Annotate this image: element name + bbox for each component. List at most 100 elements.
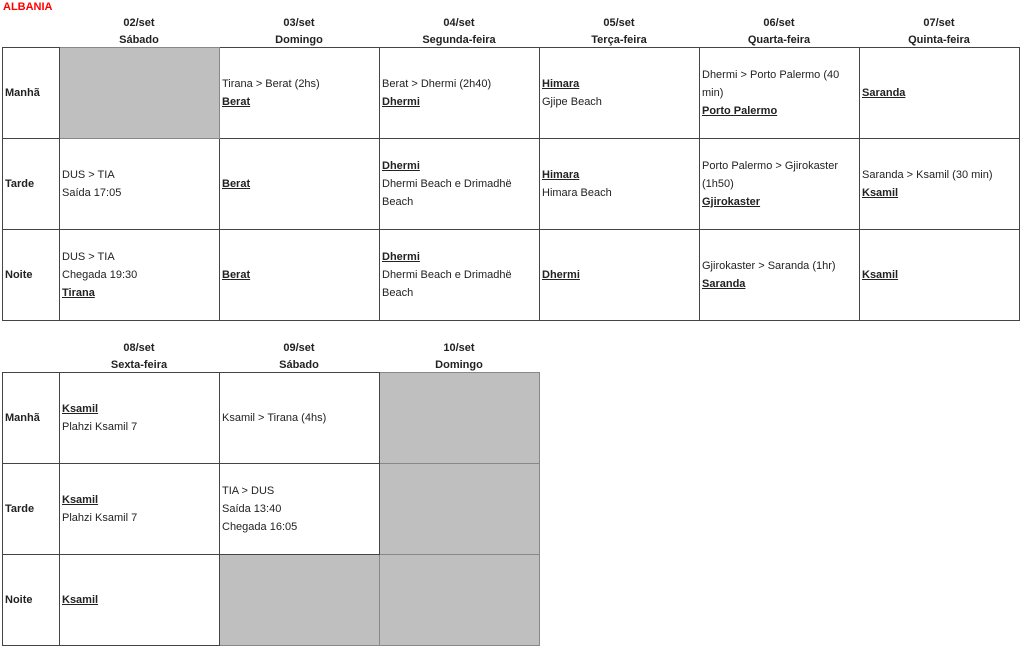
- schedule-cell[interactable]: DUS > TIA Saída 17:05: [59, 138, 220, 230]
- empty-cell[interactable]: [379, 372, 540, 464]
- empty-cell[interactable]: [219, 554, 380, 646]
- day-header-row: 02/set Sábado 03/set Domingo 04/set Segunda-f…: [2, 1, 1020, 47]
- day-header: 05/set Terça-feira: [539, 1, 699, 47]
- schedule-cell[interactable]: Himara Gjipe Beach: [539, 47, 700, 139]
- sheet-title: ALBANIA: [3, 1, 53, 13]
- schedule-cell[interactable]: Ksamil: [59, 554, 220, 646]
- schedule-cell[interactable]: Gjirokaster > Saranda (1hr) Saranda: [699, 229, 860, 321]
- location-label: Himara: [542, 169, 580, 181]
- empty-cell[interactable]: [59, 47, 220, 139]
- activity-text: Dhermi Beach e Drimadhë Beach: [382, 178, 512, 208]
- period-label: Noite: [2, 229, 60, 321]
- day-date: 03/set: [283, 17, 315, 29]
- location-label: Ksamil: [62, 494, 99, 506]
- schedule-cell[interactable]: Berat: [219, 138, 380, 230]
- activity-text: Tirana > Berat (2hs): [222, 78, 320, 90]
- day-header: 08/set Sexta-feira: [59, 326, 219, 372]
- period-row-tarde: Tarde DUS > TIA Saída 17:05 Berat Dhermi Dher…: [2, 138, 1020, 230]
- activity-text: DUS > TIA: [62, 169, 115, 181]
- day-date: 08/set: [123, 342, 155, 354]
- location-label: Himara: [542, 78, 580, 90]
- schedule-week-2: 08/set Sexta-feira 09/set Sábado 10/set Domin…: [2, 326, 540, 646]
- schedule-cell[interactable]: Tirana > Berat (2hs) Berat: [219, 47, 380, 139]
- schedule-table: Manhã Tirana > Berat (2hs) Berat Berat > Dh…: [2, 47, 1020, 321]
- schedule-cell[interactable]: Ksamil: [859, 229, 1020, 321]
- day-header: 04/set Segunda-feira: [379, 1, 539, 47]
- schedule-cell[interactable]: Berat: [219, 229, 380, 321]
- activity-text: Saída 17:05: [62, 187, 122, 199]
- schedule-cell[interactable]: Dhermi Dhermi Beach e Drimadhë Beach: [379, 138, 540, 230]
- day-header: 02/set Sábado: [59, 1, 219, 47]
- location-label: Porto Palermo: [702, 105, 778, 117]
- header-spacer: [2, 326, 59, 372]
- day-weekday: Quarta-feira: [747, 34, 811, 46]
- location-label: Ksamil: [62, 403, 99, 415]
- day-weekday: Domingo: [275, 34, 323, 46]
- location-label: Saranda: [702, 278, 746, 290]
- location-label: Gjirokaster: [702, 196, 761, 208]
- period-row-noite: Noite DUS > TIA Chegada 19:30 Tirana Berat Dh…: [2, 229, 1020, 321]
- location-label: Tirana: [62, 287, 95, 299]
- schedule-cell[interactable]: DUS > TIA Chegada 19:30 Tirana: [59, 229, 220, 321]
- schedule-cell[interactable]: Ksamil > Tirana (4hs): [219, 372, 380, 464]
- activity-text: Dhermi Beach e Drimadhë Beach: [382, 269, 512, 299]
- location-label: Ksamil: [862, 187, 899, 199]
- activity-text: Gjipe Beach: [542, 96, 602, 108]
- location-label: Dhermi: [382, 160, 420, 172]
- location-label: Dhermi: [382, 96, 420, 108]
- location-label: Berat: [222, 269, 251, 281]
- period-row-manha: Manhã Tirana > Berat (2hs) Berat Berat > Dh…: [2, 47, 1020, 139]
- schedule-table: Manhã Ksamil Plahzi Ksamil 7 Ksamil > Tiran…: [2, 372, 540, 646]
- schedule-cell[interactable]: Saranda > Ksamil (30 min) Ksamil: [859, 138, 1020, 230]
- day-weekday: Terça-feira: [591, 34, 647, 46]
- activity-text: Saranda > Ksamil (30 min): [862, 169, 993, 181]
- schedule-cell[interactable]: TIA > DUS Saída 13:40 Chegada 16:05: [219, 463, 380, 555]
- day-header: 03/set Domingo: [219, 1, 379, 47]
- schedule-cell[interactable]: Saranda: [859, 47, 1020, 139]
- period-row-tarde: Tarde Ksamil Plahzi Ksamil 7 TIA > DUS Saída…: [2, 463, 540, 555]
- schedule-cell[interactable]: Dhermi Dhermi Beach e Drimadhë Beach: [379, 229, 540, 321]
- day-date: 09/set: [283, 342, 315, 354]
- day-weekday: Domingo: [435, 359, 483, 371]
- day-weekday: Sábado: [119, 34, 159, 46]
- schedule-cell[interactable]: Dhermi > Porto Palermo (40 min) Porto Pal…: [699, 47, 860, 139]
- activity-text: Berat > Dhermi (2h40): [382, 78, 492, 90]
- schedule-cell[interactable]: Berat > Dhermi (2h40) Dhermi: [379, 47, 540, 139]
- day-date: 10/set: [443, 342, 475, 354]
- period-label: Tarde: [2, 138, 60, 230]
- location-label: Ksamil: [62, 594, 99, 606]
- schedule-week-1: 02/set Sábado 03/set Domingo 04/set Segunda-f…: [2, 1, 1020, 321]
- activity-text: Himara Beach: [542, 187, 612, 199]
- day-date: 05/set: [603, 17, 635, 29]
- activity-text: Saída 13:40: [222, 503, 282, 515]
- day-weekday: Sexta-feira: [110, 359, 168, 371]
- day-header: 10/set Domingo: [379, 326, 539, 372]
- activity-text: TIA > DUS: [222, 485, 275, 497]
- day-header: 06/set Quarta-feira: [699, 1, 859, 47]
- period-row-noite: Noite Ksamil: [2, 554, 540, 646]
- empty-cell[interactable]: [379, 463, 540, 555]
- activity-text: Gjirokaster > Saranda (1hr): [702, 260, 836, 272]
- period-row-manha: Manhã Ksamil Plahzi Ksamil 7 Ksamil > Tiran…: [2, 372, 540, 464]
- day-header: 09/set Sábado: [219, 326, 379, 372]
- schedule-cell[interactable]: Porto Palermo > Gjirokaster (1h50) Gjirok…: [699, 138, 860, 230]
- day-weekday: Segunda-feira: [422, 34, 496, 46]
- schedule-cell[interactable]: Dhermi: [539, 229, 700, 321]
- empty-cell[interactable]: [379, 554, 540, 646]
- activity-text: Plahzi Ksamil 7: [62, 512, 138, 524]
- header-spacer: [2, 1, 59, 47]
- period-label: Tarde: [2, 463, 60, 555]
- schedule-cell[interactable]: Ksamil Plahzi Ksamil 7: [59, 372, 220, 464]
- activity-text: Porto Palermo > Gjirokaster (1h50): [702, 160, 839, 190]
- location-label: Saranda: [862, 87, 906, 99]
- schedule-cell[interactable]: Ksamil Plahzi Ksamil 7: [59, 463, 220, 555]
- period-label: Manhã: [2, 372, 60, 464]
- schedule-cell[interactable]: Himara Himara Beach: [539, 138, 700, 230]
- activity-text: Plahzi Ksamil 7: [62, 421, 138, 433]
- location-label: Dhermi: [542, 269, 580, 281]
- location-label: Berat: [222, 96, 251, 108]
- day-date: 04/set: [443, 17, 475, 29]
- day-date: 07/set: [923, 17, 955, 29]
- activity-text: Chegada 19:30: [62, 269, 138, 281]
- day-weekday: Quinta-feira: [908, 34, 970, 46]
